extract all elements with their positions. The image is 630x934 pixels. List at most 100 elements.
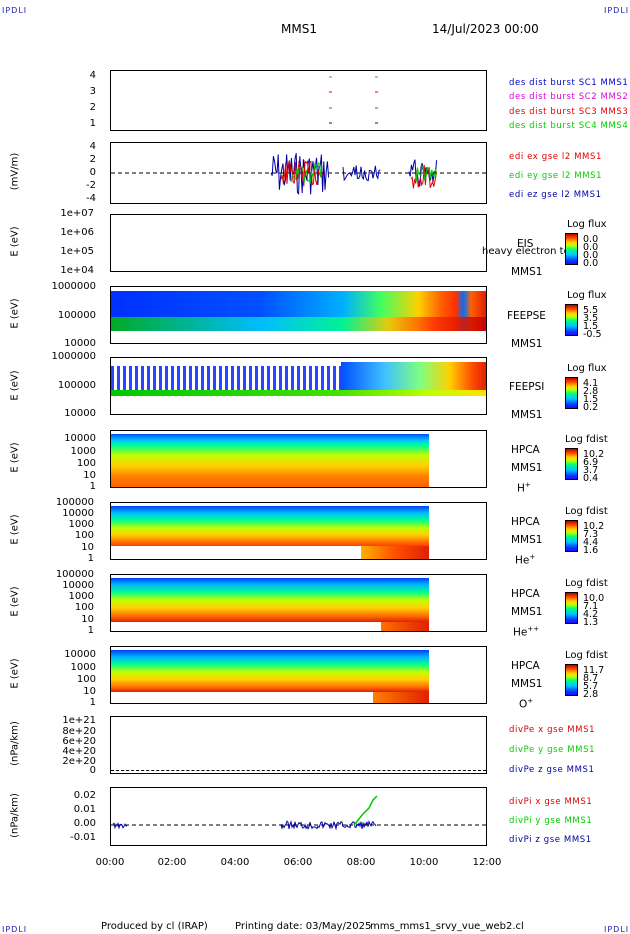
colorbar-value: 4.1 — [583, 378, 599, 389]
colorbar-value: 4.4 — [583, 537, 599, 548]
feepsi-green-band — [111, 390, 486, 396]
tick-label: 100 — [76, 674, 96, 685]
x-tick-label: 10:00 — [409, 857, 439, 868]
des-dist-burst-plot — [329, 76, 378, 124]
species-name: O — [519, 698, 528, 711]
tick-label: 1e+05 — [60, 246, 94, 257]
tick-label: 1e+06 — [60, 227, 94, 238]
tick-label: 100000 — [57, 380, 96, 391]
panel-divpe — [110, 716, 487, 774]
x-tick-label: 00:00 — [95, 857, 125, 868]
divpi-z-trace — [112, 821, 128, 830]
axis-label-y: E (eV) — [9, 442, 21, 473]
species-label: He+ — [515, 553, 535, 567]
tick-label: 1000 — [68, 519, 94, 530]
colorbar-label: Log fdist — [565, 434, 608, 445]
axis-label-y: E (eV) — [9, 298, 21, 329]
tick-label: 1e+04 — [60, 265, 94, 276]
corner-label-bottom-left: IPDLI — [2, 925, 28, 934]
species-charge: + — [527, 697, 534, 705]
x-tick-label: 06:00 — [283, 857, 313, 868]
axis-label-y: (mV/m) — [9, 152, 21, 191]
tick-label: 1000 — [70, 662, 96, 673]
panel-edi-e-field — [110, 142, 487, 204]
species-name: He — [515, 554, 530, 567]
legend-entry: divPi y gse MMS1 — [509, 816, 593, 826]
instrument-label: HPCA — [511, 660, 540, 672]
colorbar-value: 10.0 — [583, 593, 605, 604]
tick-label: 1000000 — [51, 281, 96, 292]
tick-label: 1000 — [68, 591, 94, 602]
colorbar-value: 2.8 — [583, 386, 599, 397]
tick-label: 1 — [89, 481, 96, 492]
edi-e-field-plot — [111, 153, 486, 196]
legend-entry: des dist burst SC2 MMS2 — [509, 92, 629, 102]
tick-label: 2e+20 — [62, 756, 96, 767]
legend-entry: edi ey gse l2 MMS1 — [509, 171, 603, 181]
legend-entry: des dist burst SC4 MMS4 — [509, 121, 629, 131]
spacecraft-label: MMS1 — [511, 266, 543, 278]
colorbar-value: 0.0 — [583, 242, 599, 253]
colorbar-label: Log flux — [567, 363, 607, 374]
tick-label: 10000 — [62, 580, 94, 591]
tick-label: 4 — [89, 70, 96, 81]
corner-label-top-right: IPDLI — [604, 6, 630, 15]
species-name: He — [513, 626, 528, 639]
colorbar-value: 4.2 — [583, 609, 599, 620]
panel-hpca-hepp — [110, 574, 487, 632]
tick-label: 1e+07 — [60, 208, 94, 219]
tick-label: 0 — [89, 765, 96, 776]
legend-entry: edi ez gse l2 MMS1 — [509, 190, 602, 200]
footer-script-name: mms_mms1_srvy_vue_web2.cl — [370, 921, 524, 932]
corner-label-bottom-right: IPDLI — [604, 925, 630, 934]
tick-label: 2 — [89, 154, 96, 165]
tick-label: 10000 — [64, 338, 96, 349]
colorbar-value: 0.2 — [583, 402, 599, 413]
footer-produced: Produced by cl (IRAP) — [101, 921, 208, 932]
overlay-text: heavy electron to — [482, 246, 570, 257]
tick-label: 1 — [87, 553, 94, 564]
colorbar-value: 0.4 — [583, 473, 599, 484]
tick-label: 10000 — [62, 508, 94, 519]
tick-label: 3 — [89, 86, 96, 97]
colorbar-value: 0.0 — [583, 234, 599, 245]
spacecraft-label: MMS1 — [511, 678, 543, 690]
tick-label: 100000 — [55, 569, 94, 580]
zero-line — [111, 770, 486, 771]
tick-label: 10 — [81, 542, 94, 553]
panel-eis — [110, 214, 487, 272]
tick-label: -4 — [86, 193, 96, 204]
species-charge: + — [524, 481, 531, 489]
axis-label-y: (nPa/km) — [9, 721, 21, 766]
panel-des-dist-burst — [110, 70, 487, 131]
colorbar — [565, 304, 578, 336]
colorbar-value: 5.5 — [583, 305, 599, 316]
tick-label: 100 — [74, 530, 94, 541]
tick-label: 8e+20 — [62, 726, 96, 737]
colorbar-value: 3.5 — [583, 313, 599, 324]
tick-label: 100 — [74, 602, 94, 613]
spacecraft-label: MMS1 — [511, 338, 543, 350]
tick-label: 10000 — [64, 433, 96, 444]
axis-label-y: E (eV) — [9, 514, 21, 545]
tick-label: 100 — [76, 458, 96, 469]
tick-label: 10 — [83, 686, 96, 697]
colorbar-value: 2.8 — [583, 689, 599, 700]
tick-label: 2 — [89, 102, 96, 113]
colorbar-value: -0.5 — [583, 329, 602, 340]
tick-label: 10000 — [64, 649, 96, 660]
tick-label: 100000 — [57, 310, 96, 321]
colorbar-value: 1.3 — [583, 617, 599, 628]
tick-label: 100000 — [55, 497, 94, 508]
panel-hpca-he — [110, 502, 487, 560]
tick-label: -2 — [86, 180, 96, 191]
edi-ez-trace — [342, 165, 381, 182]
colorbar — [565, 664, 578, 696]
colorbar-value: 0.0 — [583, 258, 599, 269]
hpca-o-low-energy — [373, 692, 429, 703]
tick-label: -0.01 — [70, 832, 96, 843]
legend-entry: divPi x gse MMS1 — [509, 797, 593, 807]
tick-label: 10 — [81, 614, 94, 625]
species-label: O+ — [519, 697, 533, 711]
spacecraft-label: MMS1 — [511, 606, 543, 618]
